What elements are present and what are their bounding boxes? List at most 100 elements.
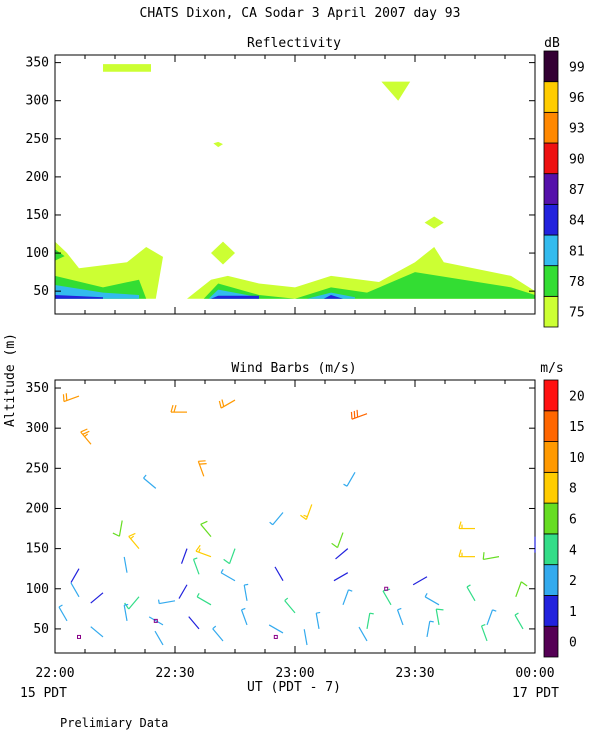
colorbar-db-swatch: [543, 203, 559, 236]
colorbar-db-label: 87: [569, 183, 585, 198]
wind-barb: [70, 568, 80, 583]
reflectivity-ytick-label: 300: [26, 94, 49, 109]
colorbar-db-label: 75: [569, 306, 585, 321]
reflectivity-ytick-label: 100: [26, 246, 49, 261]
wind-barb: [268, 624, 284, 634]
reflectivity-ytick-label: 150: [26, 208, 49, 223]
wind-barb: [70, 582, 80, 598]
wind-barb: [170, 404, 187, 413]
wind-barb: [358, 626, 368, 642]
colorbar-db-label: 99: [569, 60, 585, 75]
wind-ytick-label: 250: [26, 461, 49, 476]
wind-barb: [274, 566, 284, 582]
wind-ytick-label: 50: [33, 622, 49, 637]
wind-barb: [143, 474, 157, 489]
reflectivity-axes: 50 100 150 200 250 300 350: [26, 55, 536, 314]
wind-barb: [284, 597, 296, 614]
y-axis-label: Altitude (m): [3, 333, 18, 427]
x-tick-label: 23:30: [395, 666, 434, 681]
wind-barb: [424, 593, 440, 606]
wind-barb: [396, 607, 404, 626]
colorbar-ms-label: 2: [569, 574, 577, 589]
wind-barb: [80, 428, 92, 445]
colorbar-ms-swatch: [543, 625, 559, 658]
wind-ytick-label: 200: [26, 501, 49, 516]
reflectivity-panel: Reflectivity 50 100 150 200 250 300 350: [26, 36, 536, 315]
colorbar-ms-label: 15: [569, 420, 585, 435]
wind-barb: [514, 612, 524, 630]
colorbar-ms-label: 1: [569, 605, 577, 620]
wind-barbs-panel: Wind Barbs (m/s) 50 100 150 200 250 300 350 22:…: [26, 361, 555, 681]
x-tick-label: 22:30: [155, 666, 194, 681]
wind-barb: [220, 568, 236, 582]
wind-barb: [366, 612, 374, 630]
colorbar-ms-swatch: [543, 379, 559, 412]
wind-barb: [269, 512, 284, 526]
wind-barb: [515, 581, 528, 597]
wind-barb: [123, 603, 129, 621]
reflectivity-contour-78: [55, 249, 65, 261]
reflectivity-ytick-label: 50: [33, 284, 49, 299]
reflectivity-contour-75: [103, 64, 151, 72]
wind-barb: [382, 588, 392, 606]
colorbar-db-swatch: [543, 295, 559, 328]
wind-barb: [458, 549, 475, 558]
wind-barb: [486, 609, 497, 626]
colorbar-db-swatch: [543, 173, 559, 205]
colorbar-db-label: 84: [569, 214, 585, 229]
reflectivity-contour-75: [381, 81, 411, 101]
wind-barb: [303, 629, 308, 646]
colorbar-ms-label: 20: [569, 389, 585, 404]
colorbar-ms-swatch: [543, 471, 559, 504]
colorbar-db-label: 90: [569, 152, 585, 167]
colorbar-db-swatch: [543, 81, 559, 113]
colorbar-db-swatch: [543, 234, 559, 267]
colorbar-ms-swatch: [543, 564, 559, 596]
figure-title: CHATS Dixon, CA Sodar 3 April 2007 day 9…: [140, 6, 461, 21]
reflectivity-ytick-label: 250: [26, 132, 49, 147]
wind-barb: [196, 593, 212, 606]
reflectivity-contour-75: [424, 216, 444, 229]
wind-barb: [90, 592, 104, 604]
wind-barb: [223, 548, 236, 565]
wind-ytick-label: 350: [26, 381, 49, 396]
wind-barb: [240, 607, 248, 626]
wind-barb: [333, 572, 349, 582]
wind-axes: 50 100 150 200 250 300 350 22:00 22:30 23:00 23:30…: [26, 380, 555, 681]
wind-barb: [123, 556, 128, 573]
wind-barb: [335, 548, 349, 560]
reflectivity-contour-75: [213, 141, 223, 148]
wind-barb: [343, 472, 356, 487]
wind-barbs-title: Wind Barbs (m/s): [231, 361, 356, 376]
wind-barb: [195, 544, 212, 558]
x-tick-label: 23:00: [275, 666, 314, 681]
left-date: 15 PDT: [20, 686, 67, 701]
wind-barb: [426, 620, 434, 638]
x-axis-label: UT (PDT - 7): [247, 680, 341, 695]
wind-barb: [482, 552, 500, 561]
colorbar-ms-unit: m/s: [540, 361, 563, 376]
colorbar-ms-label: 10: [569, 451, 585, 466]
wind-barb: [218, 399, 236, 409]
calm-marker: [153, 618, 158, 623]
wind-barb: [148, 616, 164, 626]
wind-barb: [243, 583, 249, 601]
colorbar-ms-swatch: [543, 410, 559, 442]
wind-barb: [62, 393, 80, 403]
wind-barb: [435, 608, 444, 626]
wind-barbs: [58, 393, 536, 646]
preliminary-note: Prelimiary Data: [60, 716, 168, 730]
wind-barb: [192, 557, 200, 575]
x-tick-label: 00:00: [515, 666, 554, 681]
reflectivity-contour-84: [55, 294, 103, 299]
reflectivity-contour-84: [323, 294, 343, 299]
colorbar-db-swatch: [543, 111, 559, 144]
right-date: 17 PDT: [512, 686, 559, 701]
wind-barb: [157, 599, 176, 605]
reflectivity-contour-75: [211, 241, 235, 265]
calm-marker: [384, 586, 389, 591]
colorbar-ms-label: 4: [569, 543, 577, 558]
reflectivity-title: Reflectivity: [247, 36, 341, 51]
wind-barb: [197, 460, 207, 477]
